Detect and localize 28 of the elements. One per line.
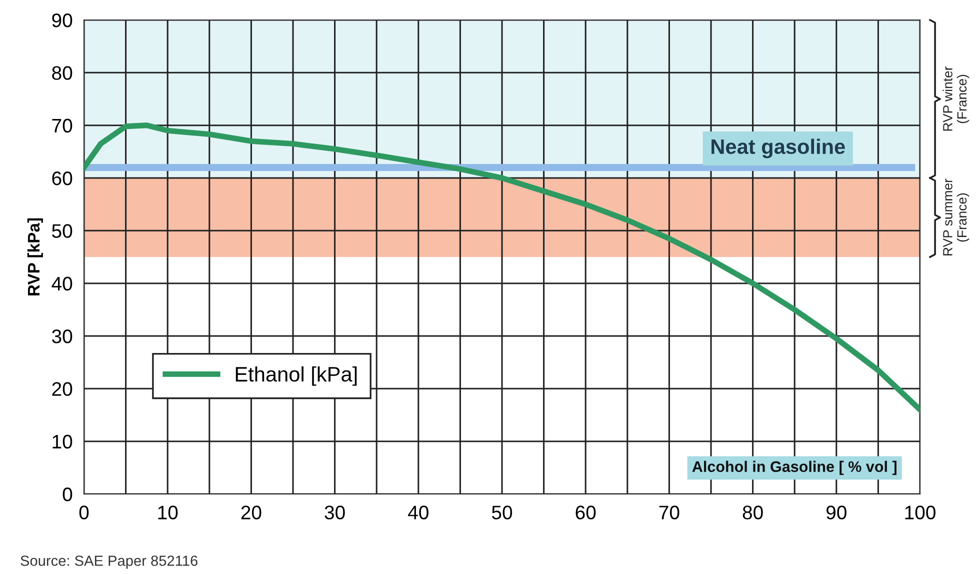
x-axis-title: Alcohol in Gasoline [ % vol ] [692,460,896,476]
ref-line-label: Neat gasoline [712,138,845,158]
y-tick-label: 80 [52,66,72,80]
x-tick-label: 0 [79,506,89,520]
x-tick-label: 80 [742,506,763,520]
y-tick-label: 90 [52,13,72,28]
band-label: RVP winter (France) [942,66,970,131]
x-tick-label: 40 [408,506,428,520]
y-tick-label: 60 [52,171,72,186]
source-note: Source: SAE Paper 852116 [20,556,198,569]
y-tick-label: 20 [52,382,72,396]
y-tick-label: 0 [62,487,72,502]
x-tick-label: 90 [826,506,846,520]
band-label: RVP summer (France) [943,178,970,256]
y-tick-label: 40 [52,276,72,291]
y-tick-label: 70 [52,118,72,133]
x-tick-label: 30 [324,506,345,520]
y-tick-label: 30 [52,329,72,344]
y-tick-label: 50 [52,224,72,238]
x-tick-label: 70 [659,506,680,520]
x-tick-label: 10 [158,506,178,520]
y-axis-title: RVP [kPa] [27,218,43,296]
legend-label: Ethanol [kPa] [236,366,357,386]
x-tick-label: 50 [492,506,512,520]
x-tick-label: 100 [905,506,936,520]
x-tick-label: 60 [576,506,596,520]
x-tick-label: 20 [241,506,262,520]
y-tick-label: 10 [52,434,72,449]
